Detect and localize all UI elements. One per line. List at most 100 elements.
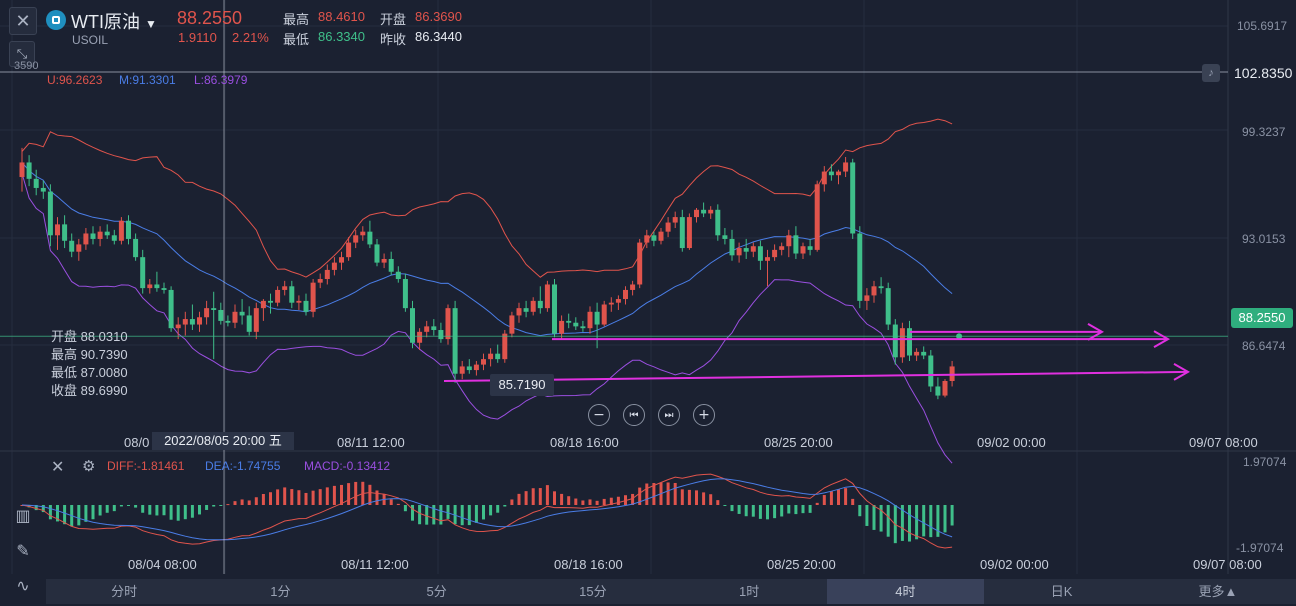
open-value: 86.3690: [415, 9, 462, 24]
trend-arrow-head: [1153, 330, 1171, 348]
cursor-open: 开盘 88.0310: [51, 329, 128, 344]
macd-bar: [879, 505, 883, 532]
macd-bar: [318, 489, 322, 505]
macd-bar: [900, 505, 904, 541]
macd-bar: [290, 489, 294, 505]
candle-body: [800, 246, 806, 254]
price-change: 1.9110: [178, 30, 217, 45]
symbol-name[interactable]: WTI原油 ▼: [71, 12, 157, 32]
high-label: 最高: [283, 12, 310, 27]
macd-bar: [780, 505, 784, 517]
candle-body: [942, 381, 948, 396]
candle-body: [722, 235, 728, 239]
macd-bar: [822, 495, 826, 505]
scroll-start-button[interactable]: ⏮: [623, 404, 645, 426]
tab-4hour[interactable]: 4时: [827, 579, 984, 604]
candle-body: [218, 309, 224, 321]
trend-arrow-head: [1087, 322, 1105, 341]
candle-body: [651, 235, 657, 241]
macd-bar: [368, 484, 372, 505]
candle-body: [843, 162, 849, 172]
candle-body: [694, 209, 699, 218]
candle-body: [765, 257, 770, 261]
tab-1min[interactable]: 1分: [270, 584, 291, 599]
candle-body: [438, 330, 444, 340]
zoom-out-button[interactable]: −: [588, 404, 610, 426]
macd-bar: [588, 499, 592, 505]
macd-bar: [801, 505, 805, 514]
macd-bar: [432, 505, 436, 525]
candle-body: [282, 286, 288, 290]
candle-body: [907, 328, 912, 356]
candle-body: [544, 284, 550, 309]
candle-body: [353, 235, 359, 243]
macd-bar: [538, 488, 542, 505]
macd-bar: [474, 505, 478, 523]
macd-bar: [183, 505, 187, 520]
candle-style-icon[interactable]: ▥: [15, 505, 31, 525]
macd-bar: [524, 491, 528, 505]
draw-pen-icon[interactable]: ✎: [16, 540, 30, 560]
tab-minute-line[interactable]: 分时: [111, 584, 138, 599]
candle-body: [147, 284, 153, 289]
macd-bar: [702, 492, 706, 505]
close-chart-button[interactable]: ✕: [9, 7, 37, 35]
chart-grid: [0, 0, 1296, 574]
macd-bar: [915, 505, 919, 540]
candle-body: [40, 187, 46, 192]
tab-1hour[interactable]: 1时: [739, 584, 760, 599]
macd-dea: DEA:-1.74755: [205, 459, 281, 473]
macd-bar: [261, 493, 265, 505]
candle-body: [431, 326, 437, 331]
tab-15min[interactable]: 15分: [579, 584, 607, 599]
candle-body: [566, 320, 572, 323]
macd-bar: [269, 492, 272, 505]
candle-body: [686, 217, 692, 249]
candle-body: [126, 220, 131, 239]
candle-body: [90, 233, 96, 239]
candle-body: [211, 308, 217, 310]
macd-bar: [482, 505, 485, 520]
low-value: 86.3340: [318, 29, 365, 44]
high-value: 88.4610: [318, 9, 365, 24]
collapse-button[interactable]: ⤡: [9, 41, 35, 67]
macd-bar: [680, 489, 684, 505]
candle-body: [608, 302, 614, 305]
macd-bar: [453, 505, 457, 525]
close-indicator-icon[interactable]: ✕: [51, 457, 65, 476]
bell-icon[interactable]: ♪: [1202, 64, 1220, 82]
macd-bar: [34, 505, 38, 511]
tab-5min[interactable]: 5分: [426, 584, 447, 599]
candle-body: [878, 286, 884, 289]
candle-body: [672, 217, 678, 223]
macd-indicator: [20, 473, 954, 549]
time-tick: 08/25 20:00: [764, 435, 833, 450]
macd-bar: [425, 505, 429, 525]
zoom-in-button[interactable]: +: [693, 404, 715, 426]
candle-body: [310, 282, 316, 312]
indicator-icon[interactable]: ∿: [16, 575, 30, 595]
scroll-end-button[interactable]: ⏭: [658, 404, 680, 426]
tab-more[interactable]: 更多▲: [1198, 584, 1238, 599]
macd-bar: [467, 505, 471, 526]
macd-diff: DIFF:-1.81461: [107, 459, 185, 473]
sub-time-tick: 09/07 08:00: [1193, 557, 1262, 572]
sub-time-tick: 08/11 12:00: [341, 557, 409, 572]
macd-bar: [645, 483, 649, 505]
macd-bar: [716, 500, 720, 505]
candle-body: [197, 317, 202, 325]
settings-gear-icon[interactable]: ⚙: [82, 457, 96, 475]
candle-body: [154, 284, 160, 289]
macd-bar: [602, 498, 606, 505]
candle-body: [69, 240, 75, 252]
macd-bar: [190, 505, 194, 518]
candle-body: [473, 364, 479, 371]
candle-body: [232, 311, 238, 323]
symbol-icon: [46, 10, 66, 30]
candle-body: [871, 286, 877, 296]
macd-bar: [758, 505, 762, 519]
tab-daily[interactable]: 日K: [1050, 584, 1073, 599]
candle-body: [466, 366, 472, 371]
close-icon: ✕: [15, 10, 31, 31]
